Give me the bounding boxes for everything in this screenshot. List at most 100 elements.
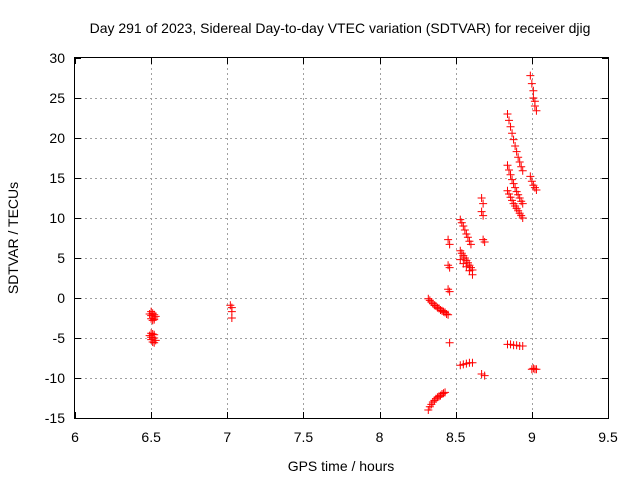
y-tick-label: 15 — [49, 170, 65, 186]
data-point — [477, 207, 486, 216]
x-tick-label: 7 — [223, 429, 231, 445]
series-arc-8.5-lower — [456, 255, 477, 279]
series-arc-8.3-minus13 — [424, 388, 450, 414]
x-tick-label: 9 — [528, 429, 536, 445]
y-tick-label: 0 — [57, 290, 65, 306]
x-tick-label: 7.5 — [294, 429, 314, 445]
series-cluster-9.0-minus9 — [527, 364, 541, 374]
data-point — [503, 186, 512, 195]
data-point — [526, 71, 535, 80]
series-cluster-6.5-lower — [145, 329, 160, 347]
series-arc-8.5-upper — [456, 215, 475, 249]
y-tick-label: -15 — [45, 410, 65, 426]
data-point — [518, 199, 527, 208]
y-tick-label: 25 — [49, 90, 65, 106]
chart-title: Day 291 of 2023, Sidereal Day-to-day VTE… — [90, 20, 591, 36]
series-cluster-7.0 — [226, 301, 236, 322]
x-tick-label: 8 — [376, 429, 384, 445]
series-arc-8.85-low — [503, 186, 527, 222]
x-axis-label: GPS time / hours — [288, 458, 395, 474]
data-point — [505, 190, 514, 198]
data-point — [518, 214, 527, 222]
data-point — [529, 86, 538, 95]
data-point — [456, 215, 465, 224]
data-point — [148, 330, 157, 338]
data-point — [515, 194, 524, 202]
x-tick-label: 8.5 — [446, 429, 466, 445]
data-point — [479, 211, 488, 220]
data-point — [512, 147, 521, 156]
series-arc-8.3-0 — [424, 294, 453, 319]
data-point — [459, 222, 468, 230]
data-point — [506, 170, 515, 179]
x-tick-label: 6 — [71, 429, 79, 445]
data-point — [445, 338, 454, 347]
data-point — [532, 365, 541, 374]
data-point — [506, 122, 515, 131]
series-arc-9.0-top — [526, 71, 541, 115]
data-point — [150, 338, 159, 347]
data-point — [514, 153, 523, 162]
data-point — [460, 226, 469, 234]
series-cluster-9.0-mid — [526, 172, 541, 194]
data-point — [147, 307, 156, 316]
data-point — [527, 79, 536, 88]
data-point — [515, 158, 524, 166]
y-tick-label: -10 — [45, 370, 65, 386]
data-point — [532, 106, 541, 115]
data-point — [441, 388, 450, 397]
data-point — [503, 161, 512, 170]
y-tick-label: -5 — [53, 330, 66, 346]
data-point — [511, 142, 520, 150]
data-point — [150, 315, 159, 324]
data-point — [444, 235, 453, 244]
data-point — [526, 172, 535, 181]
y-tick-label: 5 — [57, 250, 65, 266]
data-point — [444, 310, 453, 319]
x-tick-label: 6.5 — [141, 429, 161, 445]
data-point — [468, 270, 477, 279]
data-point — [480, 238, 489, 246]
data-point — [445, 263, 454, 272]
data-point — [503, 110, 512, 118]
data-point — [511, 183, 520, 192]
data-point — [508, 129, 517, 138]
data-point — [508, 196, 517, 205]
data-point — [509, 135, 518, 144]
data-point — [480, 371, 489, 380]
y-tick-label: 30 — [49, 50, 65, 66]
data-point — [509, 179, 518, 188]
data-point — [457, 218, 466, 227]
data-points — [145, 71, 541, 414]
series-line-8.85-minus6 — [503, 340, 527, 350]
grid-layer — [75, 58, 608, 418]
data-point — [442, 310, 451, 318]
data-point — [463, 233, 472, 242]
data-point — [445, 240, 454, 249]
data-point — [518, 166, 527, 175]
data-point — [227, 314, 236, 322]
data-point — [424, 406, 433, 414]
data-point — [465, 237, 474, 246]
x-axis: 6 6.5 7 7.5 8 8.5 9 9.5 — [71, 58, 618, 445]
data-point — [529, 94, 538, 102]
series-line-8.5-minus8 — [456, 358, 477, 370]
x-tick-label: 9.5 — [598, 429, 618, 445]
data-point — [505, 116, 514, 125]
y-tick-label: 10 — [49, 210, 65, 226]
data-point — [506, 193, 515, 202]
data-point — [148, 338, 157, 346]
series-arc-8.85-mid — [503, 161, 527, 208]
y-tick-label: 20 — [49, 130, 65, 146]
data-point — [530, 102, 539, 110]
data-point — [477, 194, 486, 202]
y-axis: -15 -10 -5 0 5 10 15 20 25 30 — [45, 50, 608, 426]
data-point — [532, 186, 541, 194]
data-point — [479, 199, 488, 208]
series-cluster-8.68 — [477, 194, 489, 380]
data-point — [147, 329, 156, 338]
series-cluster-6.5-upper — [145, 307, 160, 325]
data-point — [518, 342, 527, 350]
series-cluster-8.45 — [444, 235, 454, 347]
